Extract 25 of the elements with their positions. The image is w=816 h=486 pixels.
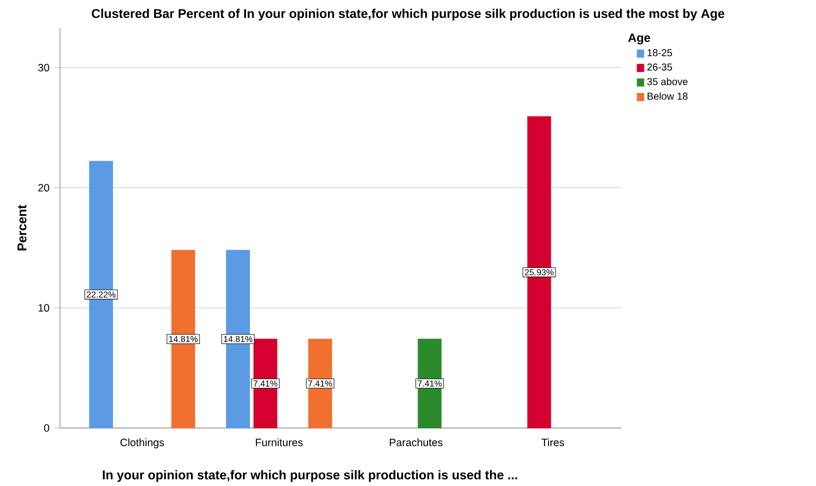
data-label: 7.41%	[308, 380, 332, 386]
y-tick-label: 20	[38, 184, 50, 192]
data-label: 7.41%	[254, 380, 278, 386]
data-label: 25.93%	[524, 269, 554, 276]
data-label: 7.41%	[418, 380, 442, 386]
legend-label: Below 18	[648, 92, 688, 100]
y-tick-label: 30	[38, 64, 50, 72]
legend-title: Age	[628, 33, 650, 44]
legend-label: 35 above	[647, 78, 688, 85]
legend-label: 18-25	[648, 49, 672, 56]
y-tick-label: 0	[44, 424, 50, 432]
x-tick-label: Clothings	[120, 438, 164, 448]
bar	[527, 116, 552, 428]
legend-label: 26-35	[647, 63, 672, 70]
data-label: 14.81%	[224, 336, 252, 342]
x-tick-label: Parachutes	[390, 438, 443, 446]
data-label: 22.22%	[86, 291, 116, 298]
y-axis-title: Percent	[18, 204, 26, 250]
data-label: 14.81%	[169, 336, 198, 342]
x-tick-label: Furnitures	[256, 438, 303, 446]
y-tick-label: 10	[38, 304, 50, 312]
chart-title: Clustered Bar Percent of In your opinion state,for which purpose silk production is used the most by Age	[92, 8, 724, 20]
bar	[418, 338, 442, 428]
x-axis-title: In your opinion state,for which purpose silk production is used the ...	[102, 470, 518, 482]
x-tick-label: Tires	[541, 438, 564, 446]
